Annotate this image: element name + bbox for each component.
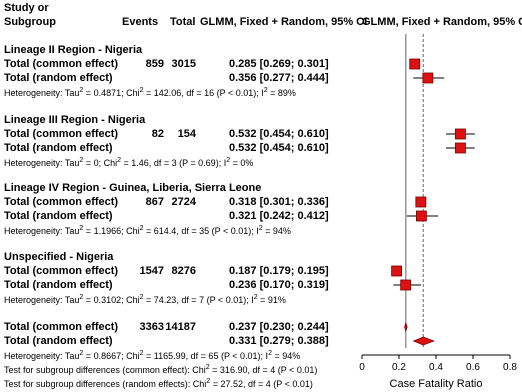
group-title: Lineage IV Region - Guinea, Liberia, Sie… — [4, 182, 262, 194]
header-events: Events — [122, 16, 159, 28]
row-label: Total (random effect) — [4, 210, 113, 222]
estimate-box — [391, 265, 402, 277]
estimate-box — [422, 72, 434, 84]
row-events: 1547 — [139, 265, 164, 277]
estimate-box — [409, 58, 421, 70]
row-events: 859 — [145, 58, 164, 70]
heterogeneity-text: Heterogeneity: Tau2 = 1.1966; Chi2 = 614… — [4, 225, 291, 236]
row-ci-text: 0.356 [0.277; 0.444] — [229, 72, 329, 84]
estimate-box — [455, 142, 466, 154]
row-ci-text: 0.318 [0.301; 0.336] — [229, 196, 329, 208]
x-tick-label: 0.8 — [503, 362, 517, 373]
row-ci-text: 0.321 [0.242; 0.412] — [229, 210, 329, 222]
row-label: Total (common effect) — [4, 128, 119, 140]
row-ci-text: 0.532 [0.454; 0.610] — [229, 142, 329, 154]
row-ci-text: 0.236 [0.170; 0.319] — [229, 279, 329, 291]
estimate-box — [415, 210, 427, 222]
row-total: 8276 — [171, 265, 196, 277]
estimate-box — [415, 196, 427, 208]
subgroup-test-random: Test for subgroup differences (random ef… — [4, 378, 313, 389]
overall-common-label: Total (common effect) — [4, 321, 119, 333]
subgroup-test-common: Test for subgroup differences (common ef… — [4, 364, 318, 375]
header-plot: GLMM, Fixed + Random, 95% CI — [362, 16, 522, 28]
header-subgroup-label: Subgroup — [4, 16, 56, 28]
overall-random-ci-text: 0.331 [0.279; 0.388] — [229, 335, 329, 347]
overall-random-label: Total (random effect) — [4, 335, 113, 347]
x-tick-label: 0.4 — [429, 362, 443, 373]
group-title: Unspecified - Nigeria — [4, 251, 114, 263]
row-ci-text: 0.187 [0.179; 0.195] — [229, 265, 329, 277]
x-axis-label: Case Fatality Ratio — [390, 378, 483, 390]
row-ci-text: 0.285 [0.269; 0.301] — [229, 58, 329, 70]
overall-events: 3363 — [139, 321, 164, 333]
overall-random-diamond — [412, 336, 435, 346]
estimate-box — [455, 128, 466, 140]
header-ci: GLMM, Fixed + Random, 95% CI — [200, 16, 368, 28]
heterogeneity-text: Heterogeneity: Tau2 = 0.4871; Chi2 = 142… — [4, 87, 296, 98]
row-label: Total (common effect) — [4, 265, 119, 277]
row-events: 82 — [151, 128, 164, 140]
row-label: Total (common effect) — [4, 58, 119, 70]
header-study-label: Study or — [4, 2, 49, 14]
overall-common-ci-text: 0.237 [0.230; 0.244] — [229, 321, 329, 333]
row-label: Total (random effect) — [4, 279, 113, 291]
overall-common-diamond — [404, 321, 408, 333]
row-ci-text: 0.532 [0.454; 0.610] — [229, 128, 329, 140]
header-total: Total — [170, 16, 196, 28]
overall-heterogeneity-text: Heterogeneity: Tau2 = 0.8667; Chi2 = 116… — [4, 350, 301, 361]
x-tick-label: 0 — [359, 362, 365, 373]
row-label: Total (random effect) — [4, 142, 113, 154]
heterogeneity-text: Heterogeneity: Tau2 = 0; Chi2 = 1.46, df… — [4, 157, 254, 168]
estimate-box — [400, 279, 412, 291]
x-tick-label: 0.6 — [466, 362, 480, 373]
x-tick-label: 0.2 — [392, 362, 406, 373]
row-total: 2724 — [171, 196, 196, 208]
heterogeneity-text: Heterogeneity: Tau2 = 0.3102; Chi2 = 74.… — [4, 294, 286, 305]
row-total: 154 — [177, 128, 196, 140]
overall-total: 14187 — [165, 321, 196, 333]
row-label: Total (common effect) — [4, 196, 119, 208]
group-title: Lineage II Region - Nigeria — [4, 44, 143, 56]
group-title: Lineage III Region - Nigeria — [4, 114, 146, 126]
row-events: 867 — [145, 196, 164, 208]
row-total: 3015 — [171, 58, 196, 70]
row-label: Total (random effect) — [4, 72, 113, 84]
